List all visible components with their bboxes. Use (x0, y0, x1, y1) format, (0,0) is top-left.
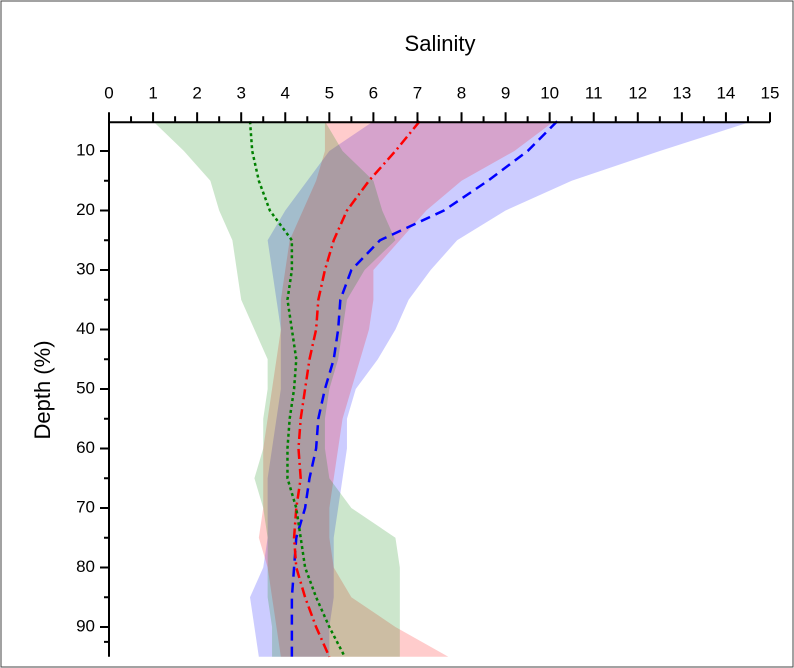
y-tick-label: 60 (76, 438, 95, 457)
x-tick-label: 15 (761, 84, 780, 103)
x-tick-label: 5 (325, 84, 334, 103)
x-tick-label: 1 (148, 84, 157, 103)
x-tick-label: 11 (585, 84, 603, 103)
y-tick-label: 30 (76, 259, 95, 278)
y-tick-label: 80 (76, 557, 95, 576)
x-tick-label: 12 (628, 84, 647, 103)
chart-title: Salinity (405, 31, 476, 56)
y-axis-label: Depth (%) (30, 340, 55, 439)
y-tick-label: 40 (76, 319, 95, 338)
y-tick-label: 70 (76, 497, 95, 516)
x-tick-label: 14 (716, 84, 735, 103)
y-tick-label: 10 (76, 140, 95, 159)
range-band (153, 121, 400, 657)
range-band (250, 121, 753, 657)
mean-line (290, 120, 559, 657)
mean-line (292, 120, 421, 658)
x-tick-label: 8 (457, 84, 466, 103)
x-tick-label: 2 (192, 84, 201, 103)
x-tick-label: 7 (413, 84, 422, 103)
y-tick-label: 90 (76, 616, 95, 635)
x-tick-label: 6 (369, 84, 378, 103)
x-tick-label: 9 (501, 84, 510, 103)
range-band (258, 121, 555, 657)
x-tick-label: 4 (281, 84, 290, 103)
x-tick-label: 3 (236, 84, 245, 103)
mean-line (248, 121, 346, 658)
y-tick-label: 50 (76, 378, 95, 397)
x-tick-label: 10 (540, 84, 559, 103)
x-tick-label: 0 (104, 84, 113, 103)
x-tick-label: 13 (672, 84, 691, 103)
y-tick-label: 20 (76, 200, 95, 219)
